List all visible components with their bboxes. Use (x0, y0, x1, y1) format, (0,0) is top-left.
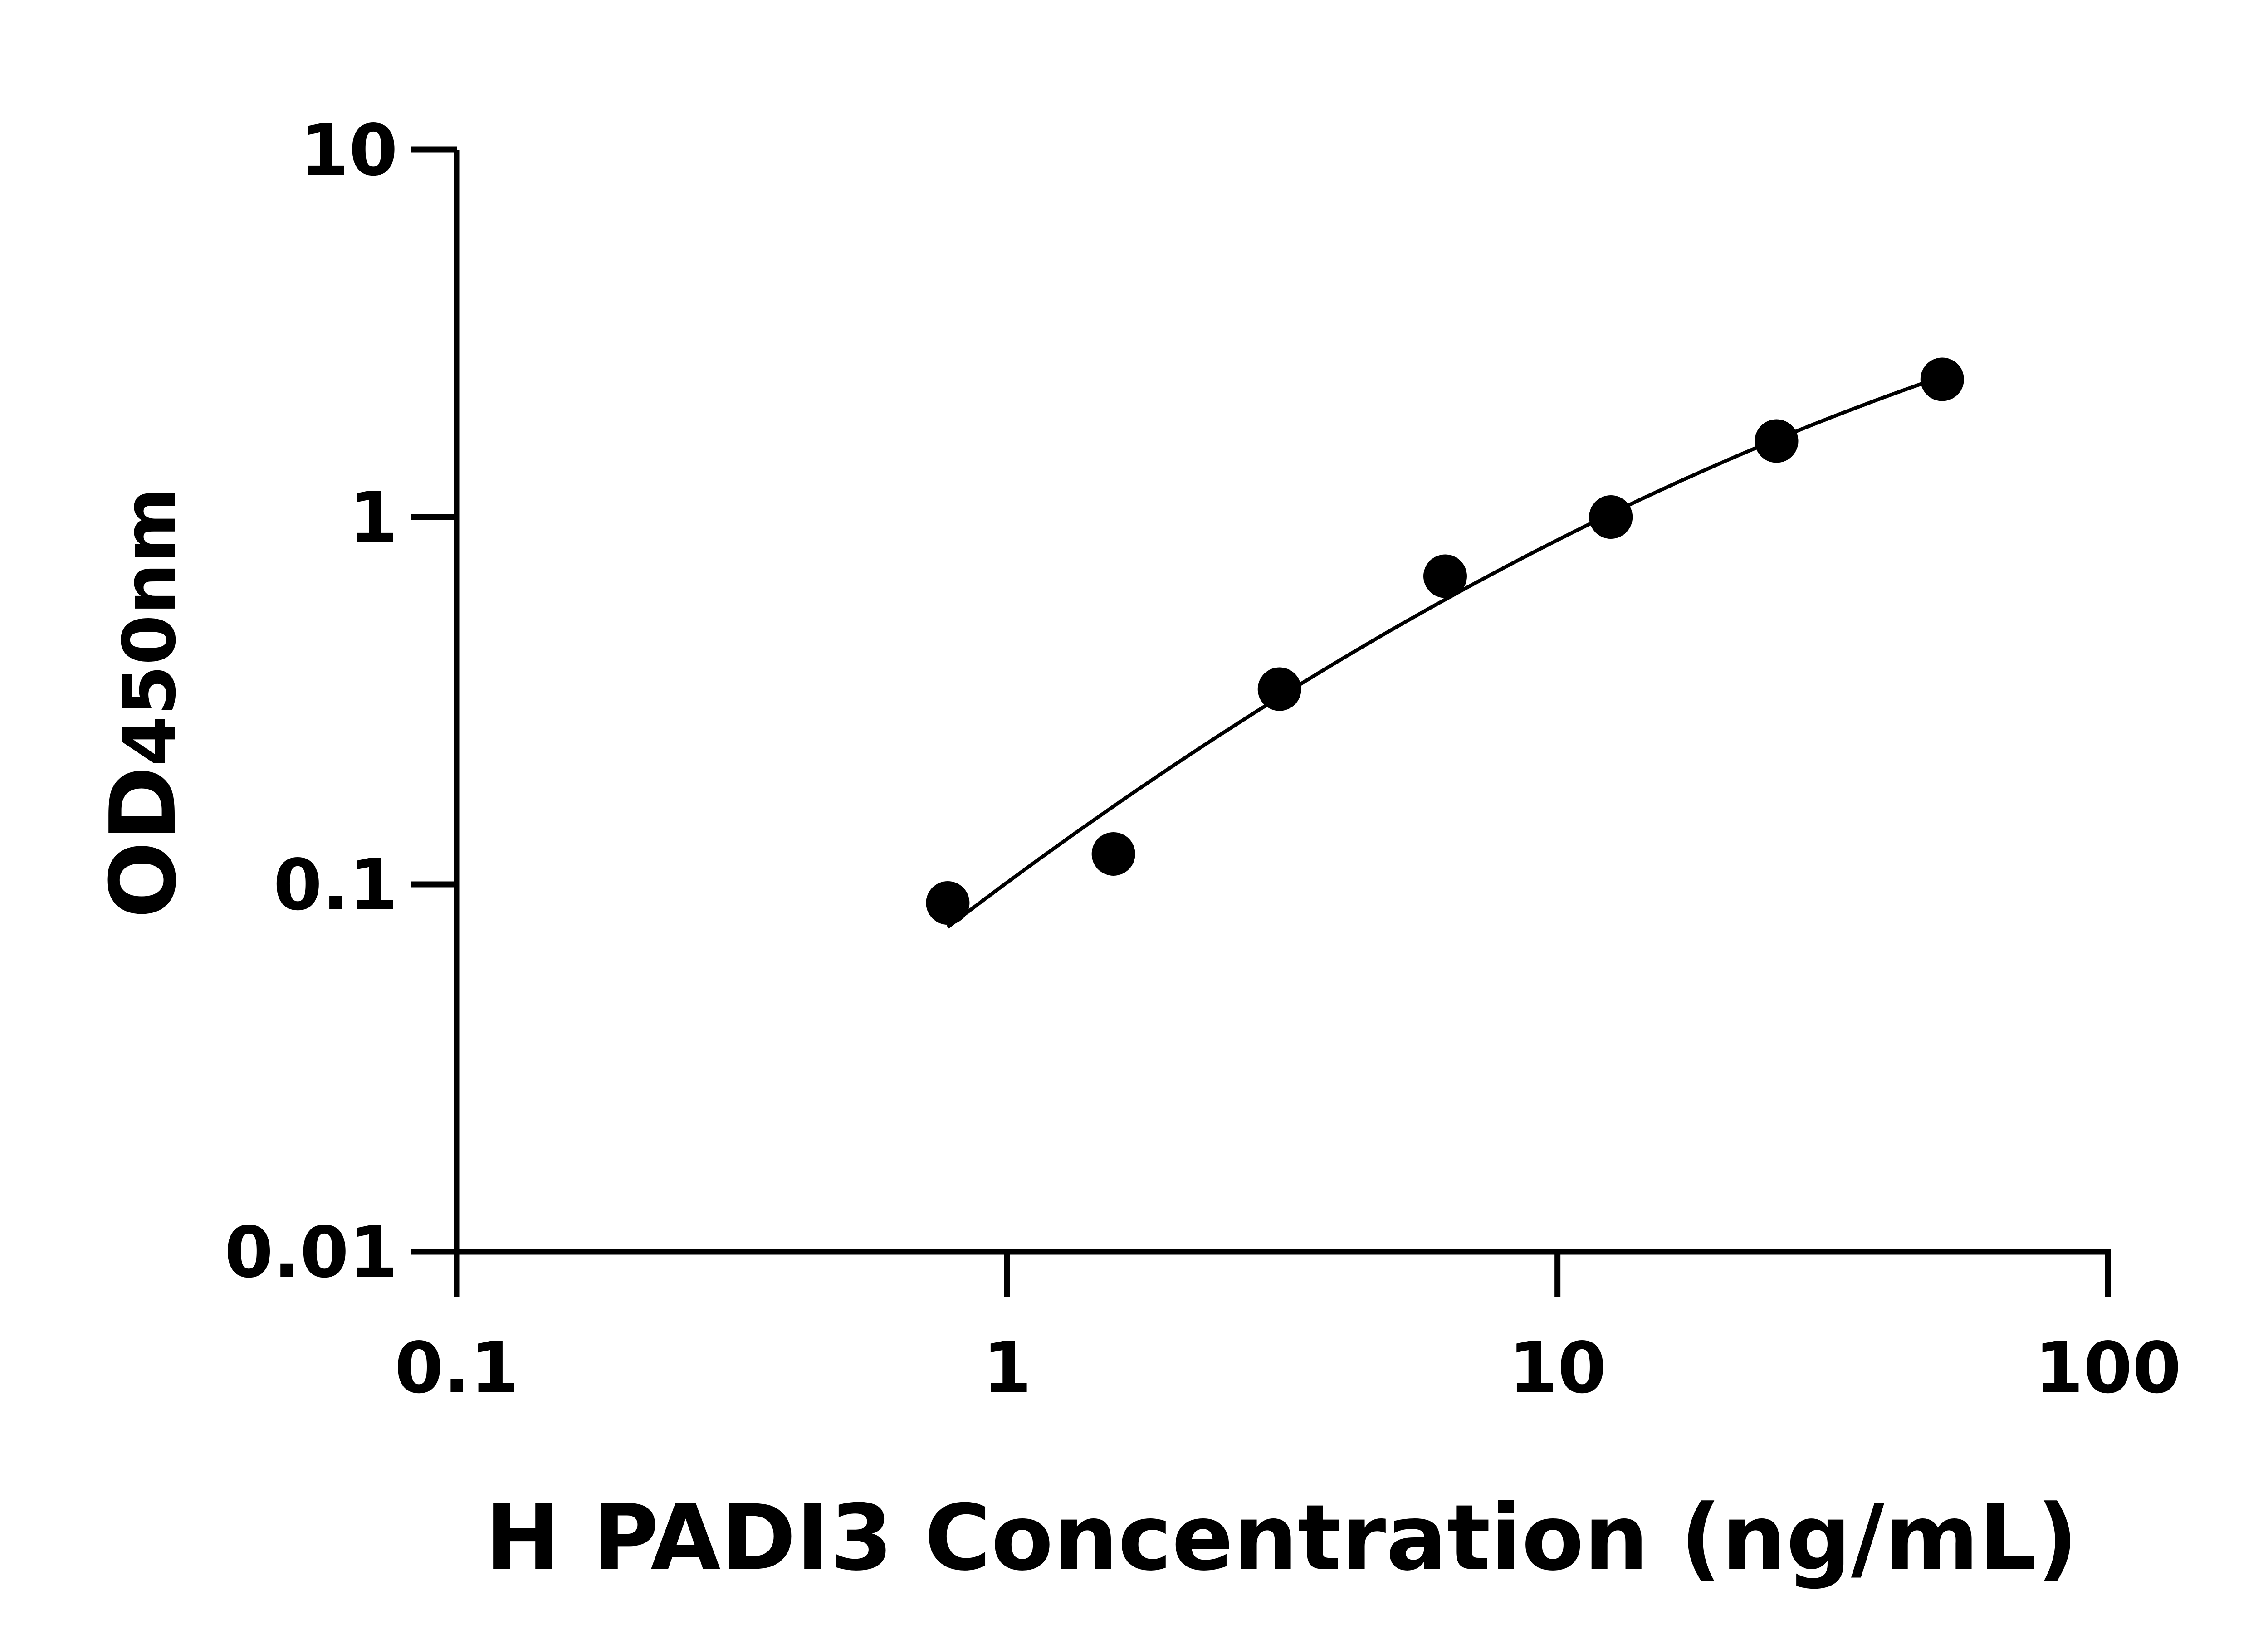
y-tick-label: 0.01 (225, 1211, 398, 1293)
data-point (926, 881, 970, 925)
x-tick-label: 100 (2034, 1327, 2181, 1409)
x-axis-title: H PADI3 Concentration (ng/mL) (485, 1485, 2078, 1591)
ticks: 0.01 0.1 1 10 0.1 1 10 100 (225, 109, 2181, 1409)
x-tick-label: 10 (1509, 1327, 1607, 1409)
data-point (1423, 554, 1467, 598)
axes (454, 150, 2111, 1255)
y-tick-label: 0.1 (273, 844, 398, 926)
x-tick-label: 1 (982, 1327, 1031, 1409)
y-tick-label: 10 (300, 109, 398, 191)
data-point (1589, 495, 1633, 539)
y-axis-title-main: OD (91, 766, 196, 918)
y-axis-title: OD450nm (91, 488, 196, 919)
data-point (1257, 667, 1301, 711)
data-points (926, 357, 1964, 925)
x-tick-label: 0.1 (395, 1327, 519, 1409)
data-point (1091, 832, 1135, 876)
y-tick-label: 1 (349, 477, 398, 559)
data-point (1755, 419, 1799, 463)
data-point (1920, 357, 1964, 401)
y-axis-title-sub: 450nm (107, 488, 192, 766)
